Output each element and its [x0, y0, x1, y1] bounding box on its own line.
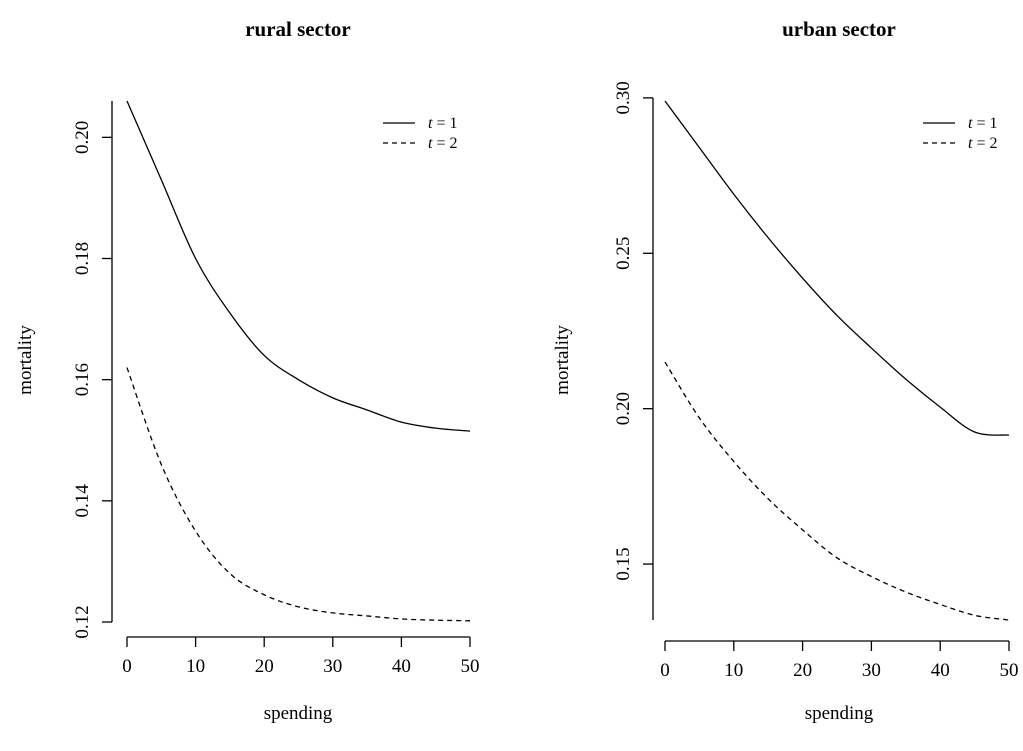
- y-tick-label: 0.30: [613, 81, 634, 114]
- series-line-1: [127, 101, 470, 431]
- chart-title: urban sector: [782, 17, 896, 41]
- x-tick-label: 20: [793, 660, 812, 681]
- y-tick-label: 0.16: [72, 363, 93, 396]
- x-axis-label: spending: [805, 703, 874, 724]
- series-line-2: [127, 368, 470, 621]
- legend-label-2: t = 2: [428, 135, 457, 152]
- x-tick-label: 30: [862, 660, 881, 681]
- y-tick-label: 0.14: [72, 484, 93, 518]
- axes: 0 10 20 30 40 50 0.15 0.20 0.25 0.30: [613, 81, 1019, 681]
- legend-label-2: t = 2: [968, 135, 997, 152]
- legend-label-1: t = 1: [968, 115, 997, 132]
- y-axis-label: mortality: [552, 325, 573, 395]
- legend: t = 1 t = 2: [383, 115, 457, 152]
- axes: 0 10 20 30 40 50 0.12 0.14 0.16 0.18 0.20: [72, 101, 480, 677]
- y-tick-label: 0.18: [72, 242, 93, 275]
- y-tick-label: 0.12: [72, 605, 93, 638]
- series-line-2: [665, 362, 1009, 620]
- y-axis-label: mortality: [15, 325, 36, 395]
- series-lines: [127, 101, 470, 621]
- x-tick-label: 40: [931, 660, 950, 681]
- chart-title: rural sector: [245, 17, 351, 41]
- x-tick-label: 0: [122, 656, 132, 677]
- y-tick-label: 0.20: [72, 121, 93, 154]
- x-tick-label: 50: [1000, 660, 1019, 681]
- legend-label-1: t = 1: [428, 115, 457, 132]
- x-tick-label: 30: [323, 656, 342, 677]
- y-tick-label: 0.15: [613, 547, 634, 580]
- legend: t = 1 t = 2: [923, 115, 997, 152]
- x-tick-label: 10: [186, 656, 205, 677]
- x-tick-label: 50: [461, 656, 480, 677]
- x-axis-label: spending: [264, 703, 333, 724]
- y-tick-label: 0.20: [613, 392, 634, 425]
- x-tick-label: 40: [392, 656, 411, 677]
- chart-panel-rural: rural sector spending mortality 0 10 20 30 4…: [15, 17, 480, 724]
- x-tick-label: 0: [660, 660, 670, 681]
- x-tick-label: 20: [255, 656, 274, 677]
- series-line-1: [665, 101, 1009, 435]
- chart-panel-urban: urban sector spending mortality 0 10 20 30 4…: [552, 17, 1019, 724]
- y-tick-label: 0.25: [613, 237, 634, 270]
- series-lines: [665, 101, 1009, 620]
- x-tick-label: 10: [724, 660, 743, 681]
